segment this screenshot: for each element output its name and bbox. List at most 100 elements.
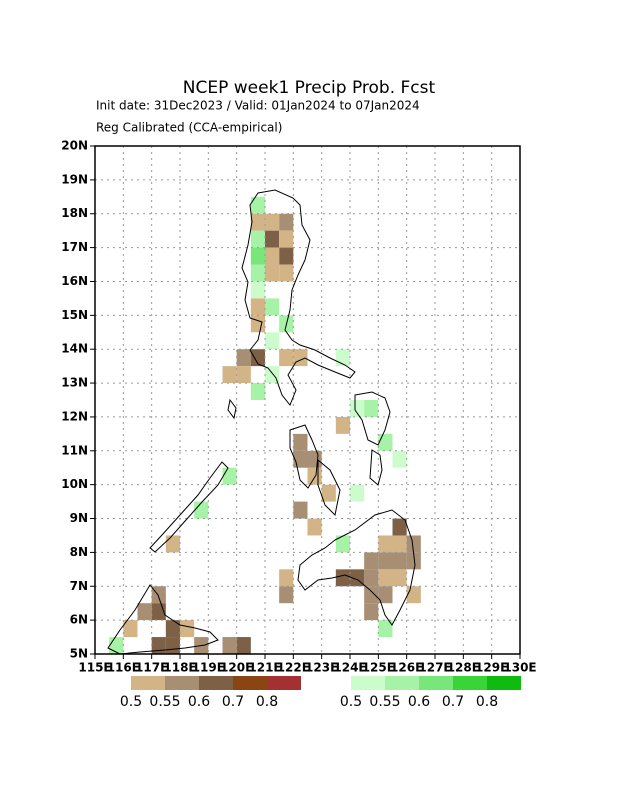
lat-tick-label: 12N xyxy=(61,409,88,423)
lon-tick-label: 117E xyxy=(135,661,168,675)
prob-cell xyxy=(165,620,180,638)
lat-tick-label: 11N xyxy=(61,443,88,457)
lat-tick-label: 8N xyxy=(70,545,88,559)
lat-tick-label: 9N xyxy=(70,511,88,525)
prob-cell xyxy=(321,484,336,502)
prob-cell xyxy=(250,315,265,333)
prob-cell xyxy=(364,569,379,587)
prob-cell xyxy=(222,366,237,384)
lat-tick-label: 10N xyxy=(61,477,88,491)
prob-cell xyxy=(250,298,265,316)
prob-cell xyxy=(350,400,365,417)
prob-cell xyxy=(392,518,407,536)
lat-tick-label: 5N xyxy=(70,647,88,661)
lat-tick-label: 20N xyxy=(61,139,88,153)
legend-label: 0.6 xyxy=(188,694,210,710)
prob-cell xyxy=(151,586,166,604)
prob-cell xyxy=(392,450,407,468)
coastline xyxy=(107,189,416,655)
map-frame xyxy=(94,145,521,655)
lat-tick-label: 15N xyxy=(61,308,88,322)
negros xyxy=(317,458,341,517)
lon-tick-label: 121E xyxy=(248,661,281,675)
legend-swatch xyxy=(131,676,165,690)
legend: 0.5 0.55 0.6 0.7 0.8 0.5 0.55 0.6 0.7 0.8 xyxy=(120,676,521,710)
prob-cell xyxy=(378,433,393,451)
subtitle: Reg Calibrated (CCA-empirical) xyxy=(96,121,282,135)
prob-cell xyxy=(151,637,166,654)
prob-cell xyxy=(293,433,308,451)
prob-cell xyxy=(378,569,393,587)
lat-tick-label: 7N xyxy=(70,579,88,593)
prob-cell xyxy=(279,586,294,604)
leyte xyxy=(369,449,383,486)
lat-tick-label: 18N xyxy=(61,206,88,220)
prob-cell xyxy=(279,247,294,265)
mindanao xyxy=(297,509,416,626)
lon-tick-label: 130E xyxy=(503,661,536,675)
legend-label: 0.8 xyxy=(256,694,278,710)
legend-swatch xyxy=(351,676,385,690)
prob-cell xyxy=(307,518,322,536)
legend-swatch xyxy=(453,676,487,690)
prob-cell xyxy=(250,230,265,248)
prob-cell xyxy=(250,281,265,299)
prob-cell xyxy=(236,349,251,367)
lat-tick-label: 17N xyxy=(61,240,88,254)
prob-cell xyxy=(250,196,265,214)
luzon xyxy=(241,189,356,406)
prob-cell xyxy=(335,569,350,587)
prob-cell xyxy=(279,349,294,367)
mindoro xyxy=(227,398,237,420)
prob-cell xyxy=(279,569,294,587)
lat-tick-label: 6N xyxy=(70,613,88,627)
prob-cell xyxy=(109,637,124,654)
legend-label: 0.8 xyxy=(476,694,498,710)
prob-cell xyxy=(364,586,379,604)
prob-cell xyxy=(378,620,393,638)
legend-label: 0.55 xyxy=(149,694,180,710)
lat-tick-label: 14N xyxy=(61,342,88,356)
prob-cell xyxy=(265,230,280,248)
legend-swatch xyxy=(385,676,419,690)
prob-cell xyxy=(222,637,237,654)
prob-cell xyxy=(364,552,379,570)
legend-label: 0.7 xyxy=(222,694,244,710)
prob-cell xyxy=(265,264,280,282)
legend-swatch xyxy=(165,676,199,690)
legend-label: 0.55 xyxy=(369,694,400,710)
prob-cell xyxy=(236,637,251,654)
lon-tick-label: 120E xyxy=(220,661,253,675)
prob-cell xyxy=(265,213,280,231)
prob-cell xyxy=(293,501,308,519)
lon-tick-label: 116E xyxy=(107,661,140,675)
legend-swatch xyxy=(487,676,521,690)
lon-tick-label: 125E xyxy=(362,661,395,675)
legend-swatch xyxy=(233,676,267,690)
samar xyxy=(354,391,391,446)
legend-label: 0.5 xyxy=(340,694,362,710)
prob-cell xyxy=(236,366,251,384)
prob-cell xyxy=(364,603,379,621)
lon-tick-label: 129E xyxy=(475,661,508,675)
prob-cell xyxy=(350,484,365,502)
borneo xyxy=(107,584,219,655)
lat-tick-label: 13N xyxy=(61,376,88,390)
title: NCEP week1 Precip Prob. Fcst xyxy=(183,78,436,98)
prob-cell xyxy=(194,501,209,519)
panay xyxy=(289,424,319,489)
prob-cell xyxy=(250,383,265,400)
prob-cell xyxy=(378,586,393,604)
lon-tick-label: 122E xyxy=(277,661,310,675)
prob-cell xyxy=(293,450,308,468)
prob-cell xyxy=(180,620,195,638)
axes: 115E116E117E118E119E120E121E122E123E124E… xyxy=(61,139,536,675)
lon-tick-label: 115E xyxy=(78,661,111,675)
prob-cell xyxy=(265,247,280,265)
lat-tick-label: 19N xyxy=(61,172,88,186)
prob-cell xyxy=(265,298,280,316)
prob-cell xyxy=(406,586,421,604)
